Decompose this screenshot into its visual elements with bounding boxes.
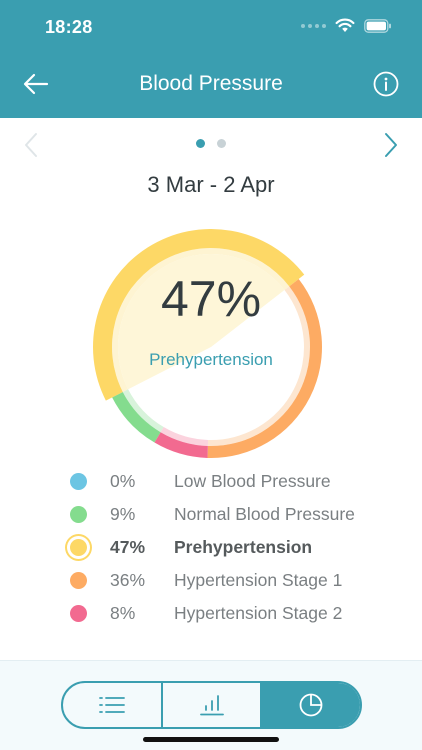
signal-icon bbox=[301, 23, 326, 28]
info-icon bbox=[373, 71, 399, 97]
legend-label: Prehypertension bbox=[174, 537, 313, 557]
legend-swatch-wrap bbox=[60, 539, 96, 556]
donut-inner-band bbox=[207, 286, 310, 446]
pie-chart-icon bbox=[299, 693, 323, 717]
summary-label: Prehypertension bbox=[149, 350, 273, 369]
app-header: 18:28 Blood Pressure bbox=[0, 0, 422, 118]
legend-swatch-wrap bbox=[60, 506, 96, 523]
legend-percent: 47% bbox=[110, 537, 146, 557]
page-title: Blood Pressure bbox=[139, 72, 283, 95]
donut-inner-band bbox=[122, 389, 164, 433]
view-switcher bbox=[61, 681, 362, 729]
legend-swatch bbox=[69, 506, 87, 523]
blood-pressure-donut-chart: 47% Prehypertension bbox=[92, 228, 322, 458]
bar-chart-view-button[interactable] bbox=[160, 683, 261, 727]
legend-swatch bbox=[69, 473, 87, 490]
legend-label: Low Blood Pressure bbox=[174, 471, 331, 491]
battery-icon bbox=[364, 18, 391, 33]
legend-swatch-wrap bbox=[60, 605, 96, 622]
donut-segment bbox=[207, 278, 322, 458]
date-range: 3 Mar - 2 Apr bbox=[147, 172, 275, 197]
home-indicator bbox=[143, 737, 279, 742]
list-view-button[interactable] bbox=[63, 683, 161, 727]
legend-label: Hypertension Stage 2 bbox=[174, 603, 343, 623]
back-button[interactable] bbox=[20, 70, 52, 98]
donut-segment bbox=[112, 391, 161, 443]
donut-highlight-wedge bbox=[118, 254, 285, 390]
legend-percent: 0% bbox=[110, 471, 136, 491]
legend-swatch bbox=[69, 605, 87, 622]
bar-chart-icon bbox=[199, 695, 224, 716]
chevron-left-icon[interactable] bbox=[22, 132, 40, 158]
chevron-right-icon[interactable] bbox=[382, 132, 400, 158]
legend: 0% Low Blood Pressure 9% Normal Blood Press… bbox=[60, 465, 380, 630]
legend-swatch-wrap bbox=[60, 572, 96, 589]
status-time: 18:28 bbox=[45, 17, 93, 37]
pie-chart-view-button[interactable] bbox=[260, 683, 360, 727]
donut-inner-band bbox=[160, 427, 209, 446]
summary-percent: 47% bbox=[161, 271, 261, 327]
legend-row: 47% Prehypertension bbox=[60, 531, 380, 564]
legend-percent: 9% bbox=[110, 504, 136, 524]
status-icons bbox=[301, 18, 392, 33]
legend-label: Hypertension Stage 1 bbox=[174, 570, 343, 590]
wifi-icon bbox=[335, 18, 355, 32]
legend-swatch bbox=[69, 539, 87, 556]
page-indicator bbox=[196, 139, 226, 148]
legend-row: 36% Hypertension Stage 1 bbox=[60, 564, 380, 597]
legend-label: Normal Blood Pressure bbox=[174, 504, 355, 524]
page-dot-active bbox=[196, 139, 205, 148]
list-icon bbox=[98, 697, 125, 713]
legend-row: 9% Normal Blood Pressure bbox=[60, 498, 380, 531]
legend-row: 8% Hypertension Stage 2 bbox=[60, 597, 380, 630]
legend-percent: 8% bbox=[110, 603, 136, 623]
legend-row: 0% Low Blood Pressure bbox=[60, 465, 380, 498]
donut-segment bbox=[92, 228, 305, 401]
arrow-left-icon bbox=[23, 73, 49, 95]
legend-percent: 36% bbox=[110, 570, 146, 590]
donut-segment bbox=[154, 432, 208, 458]
info-button[interactable] bbox=[373, 71, 399, 97]
legend-swatch-wrap bbox=[60, 473, 96, 490]
legend-swatch bbox=[69, 572, 87, 589]
page-dot bbox=[217, 139, 226, 148]
